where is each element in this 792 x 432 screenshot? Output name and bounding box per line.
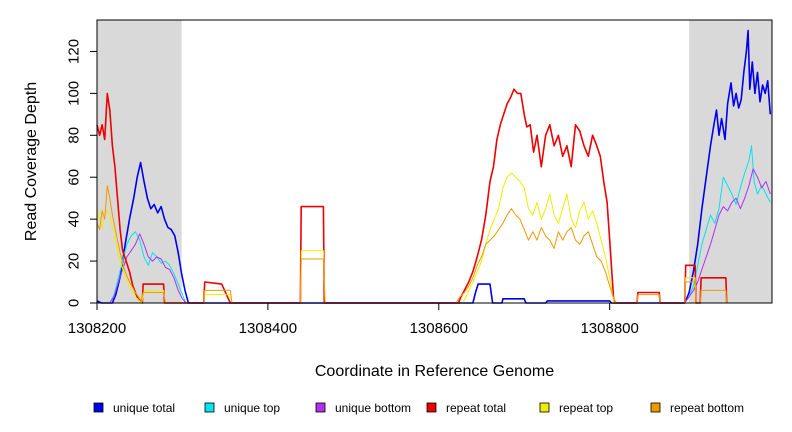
legend-label-unique-total: unique total bbox=[113, 401, 175, 415]
y-axis: 0 20 40 60 80 100 120 bbox=[65, 39, 98, 307]
series-line-unique-bottom bbox=[109, 168, 771, 304]
legend-swatch-unique-top bbox=[204, 402, 215, 413]
shaded-region-1 bbox=[97, 20, 182, 303]
x-axis-title: Coordinate in Reference Genome bbox=[315, 363, 554, 380]
x-tick-label-1308400: 1308400 bbox=[239, 320, 297, 337]
y-tick-label-100: 100 bbox=[65, 81, 82, 106]
series-line-unique-top bbox=[109, 145, 771, 304]
legend-swatch-unique-total bbox=[93, 402, 104, 413]
legend-label-repeat-total: repeat total bbox=[446, 401, 506, 415]
series-unique-top bbox=[109, 145, 771, 304]
series-repeat-total bbox=[96, 88, 728, 304]
y-tick-label-120: 120 bbox=[65, 39, 82, 64]
series-unique-bottom bbox=[109, 168, 771, 304]
x-axis: 1308200 1308400 1308600 1308800 bbox=[68, 302, 639, 337]
shaded-region-2 bbox=[689, 20, 772, 303]
legend-swatch-repeat-total bbox=[426, 402, 437, 413]
y-tick-label-0: 0 bbox=[65, 299, 82, 307]
series-unique-total bbox=[96, 29, 772, 304]
series-line-repeat-top bbox=[96, 172, 697, 304]
legend-swatch-unique-bottom bbox=[315, 402, 326, 413]
y-tick-label-20: 20 bbox=[65, 253, 82, 270]
series-line-unique-total bbox=[96, 29, 772, 304]
legend-label-repeat-bottom: repeat bottom bbox=[670, 401, 744, 415]
series-line-repeat-total bbox=[96, 88, 728, 304]
shaded-regions bbox=[97, 20, 772, 303]
x-tick-label-1308600: 1308600 bbox=[410, 320, 468, 337]
series-repeat-top bbox=[96, 172, 697, 304]
series-repeat-bottom bbox=[96, 185, 728, 304]
legend-swatch-repeat-bottom bbox=[650, 402, 661, 413]
x-tick-label-1308800: 1308800 bbox=[580, 320, 638, 337]
y-tick-label-60: 60 bbox=[65, 169, 82, 186]
legend-swatch-repeat-top bbox=[539, 402, 550, 413]
y-axis-title: Read Coverage Depth bbox=[23, 82, 40, 241]
legend-label-unique-top: unique top bbox=[224, 401, 280, 415]
y-tick-label-80: 80 bbox=[65, 127, 82, 144]
legend: unique total unique top unique bottom repea… bbox=[93, 401, 744, 415]
series-line-repeat-bottom bbox=[96, 185, 728, 304]
y-tick-label-40: 40 bbox=[65, 211, 82, 228]
series-lines bbox=[96, 29, 772, 304]
legend-label-unique-bottom: unique bottom bbox=[335, 401, 411, 415]
x-tick-label-1308200: 1308200 bbox=[68, 320, 126, 337]
plot-frame bbox=[96, 19, 773, 304]
legend-label-repeat-top: repeat top bbox=[559, 401, 613, 415]
